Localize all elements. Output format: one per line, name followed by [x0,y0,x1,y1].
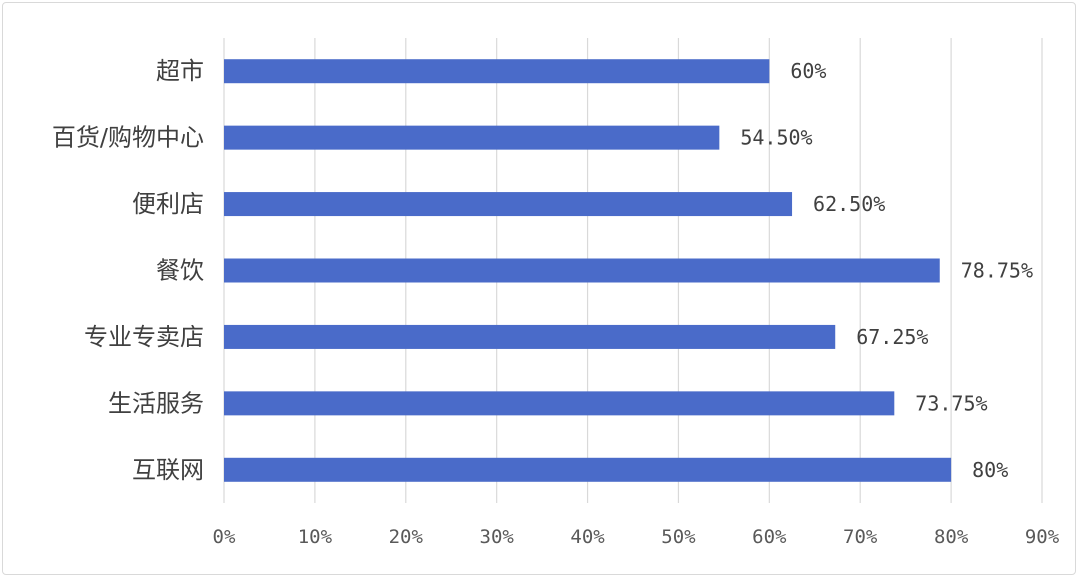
data-label: 67.25% [856,325,928,349]
data-label: 54.50% [740,126,812,150]
x-tick-label: 90% [1025,526,1060,548]
x-tick-label: 70% [843,526,878,548]
category-label: 互联网 [132,456,204,484]
bar [224,258,940,283]
category-label: 生活服务 [108,389,204,417]
data-label: 80% [972,458,1008,482]
x-tick-label: 20% [389,526,424,548]
bar-series [224,59,952,482]
bar [224,457,952,482]
x-tick-label: 10% [298,526,333,548]
data-label: 62.50% [813,192,885,216]
x-tick-label: 50% [661,526,696,548]
category-label: 便利店 [132,190,204,218]
x-tick-label: 30% [480,526,515,548]
bar [224,391,895,416]
data-labels: 60% 54.50% 62.50% 78.75% 67.25% 73.75% 80% [740,59,1033,482]
bar [224,125,720,150]
data-label: 60% [790,59,826,83]
x-tick-label: 0% [213,526,236,548]
category-label: 专业专卖店 [84,323,204,351]
bar [224,192,793,217]
bar [224,59,770,84]
x-tick-label: 60% [752,526,787,548]
category-label: 百货/购物中心 [52,124,204,152]
category-label: 超市 [156,57,204,85]
category-label: 餐饮 [156,257,204,285]
data-label: 73.75% [915,391,987,415]
x-tick-label: 80% [934,526,969,548]
bar [224,324,836,349]
data-label: 78.75% [961,259,1033,283]
value-axis: 0% 10% 20% 30% 40% 50% 60% 70% 80% 90% [213,526,1060,548]
x-tick-label: 40% [570,526,605,548]
gridlines [223,38,1043,503]
